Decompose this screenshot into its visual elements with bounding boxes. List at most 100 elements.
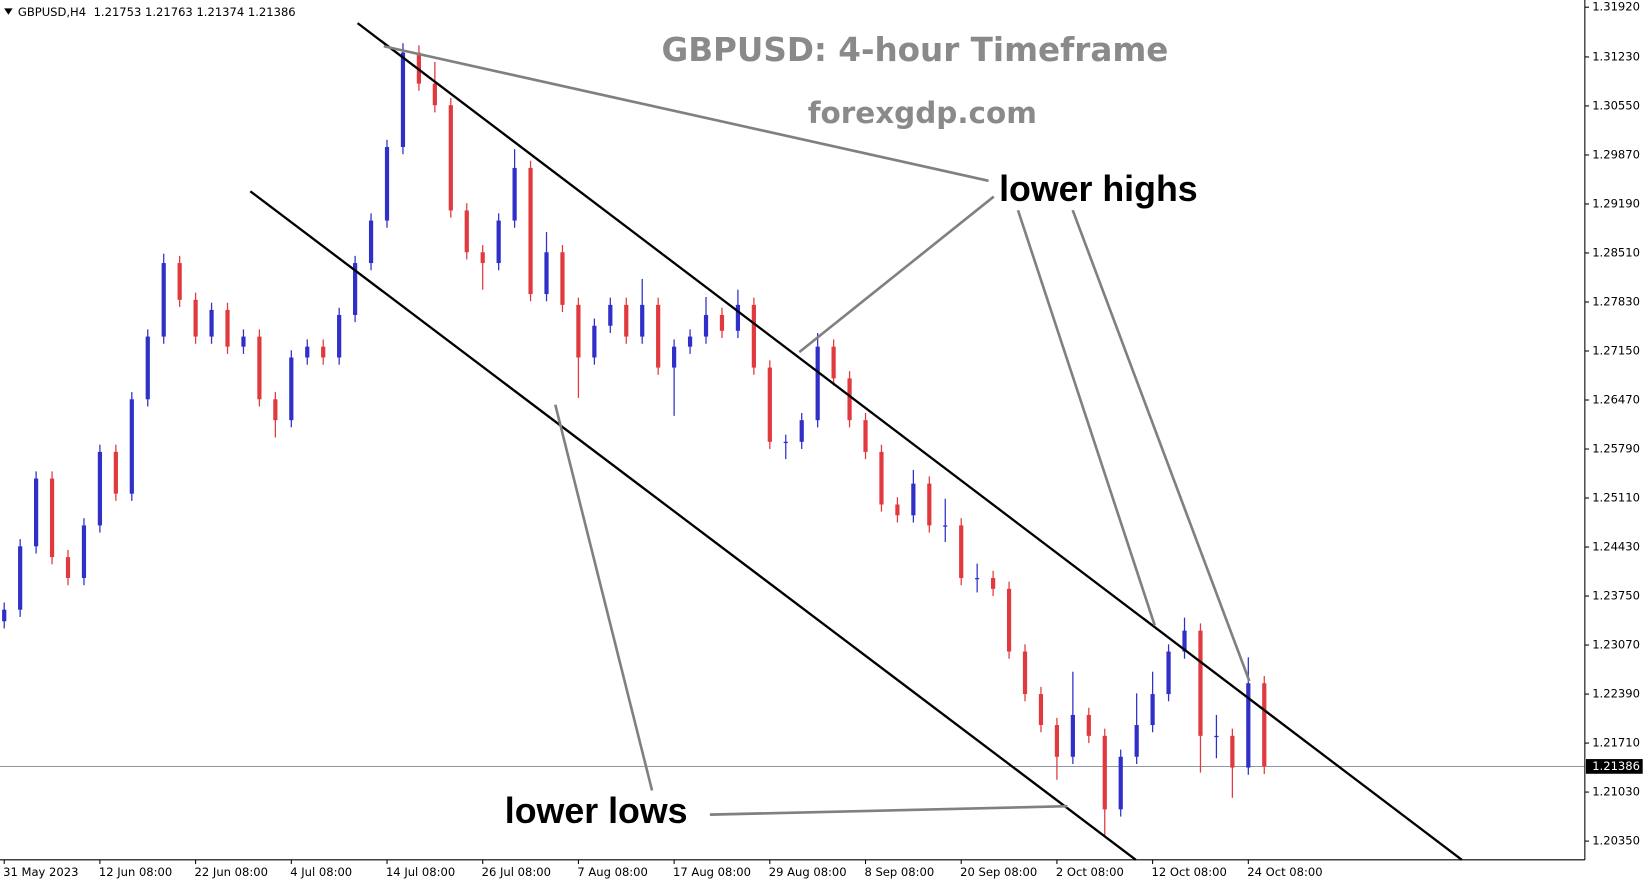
drawings (249, 22, 1463, 861)
chart-title: GBPUSD: 4-hour Timeframe (661, 31, 1168, 69)
menu-triangle (4, 8, 13, 15)
candle-body (815, 346, 820, 421)
candle-body (161, 263, 166, 337)
channel-upper (356, 22, 1463, 861)
x-tick-label: 26 Jul 08:00 (482, 865, 551, 879)
candle-body (1198, 630, 1203, 736)
candle-body (751, 304, 756, 368)
candle-body (49, 478, 55, 558)
candle-body (113, 451, 118, 494)
annotation: lower lows (505, 791, 688, 831)
y-tick-label: 1.21030 (1592, 785, 1640, 799)
candle-body (1230, 735, 1235, 768)
candle-body (129, 399, 134, 494)
candle-body (81, 525, 87, 579)
candle-body (97, 451, 103, 526)
candle-body (34, 478, 39, 547)
pointer-line (709, 804, 1068, 816)
candle-body (65, 557, 71, 579)
candle-body (512, 167, 517, 221)
candle-body (799, 420, 804, 442)
candle-body (241, 336, 246, 347)
candle-body (225, 309, 230, 347)
candle-body (767, 367, 772, 442)
candle-body (576, 304, 581, 358)
candle-body (687, 336, 693, 347)
candle-body (1086, 714, 1091, 736)
y-tick-label: 1.24430 (1592, 540, 1640, 554)
candle-body (1246, 683, 1251, 768)
y-tick-label: 1.22390 (1592, 687, 1640, 701)
candle-body (1134, 725, 1139, 757)
candle-body (911, 483, 916, 516)
candle-body (464, 210, 469, 253)
candle-body (656, 304, 661, 368)
candle-body (703, 314, 709, 337)
quote: 1.21753 1.21763 1.21374 1.21386 (94, 5, 296, 19)
candle-body (544, 252, 549, 295)
candle-body (400, 52, 406, 148)
candle-body (608, 304, 613, 326)
candle-body (177, 263, 182, 300)
candle-body (432, 83, 437, 106)
x-tick-label: 7 Aug 08:00 (577, 865, 648, 879)
y-tick-label: 1.31230 (1592, 49, 1640, 63)
x-tick-label: 22 Jun 08:00 (195, 865, 268, 879)
candle-body (672, 346, 677, 368)
y-tick-label: 1.23750 (1592, 589, 1640, 603)
candle-body (416, 52, 422, 84)
candle-body (927, 483, 932, 526)
symbol: GBPUSD,H4 (18, 5, 86, 19)
x-tick-label: 29 Aug 08:00 (769, 865, 847, 879)
y-tick-label: 1.20350 (1592, 834, 1640, 848)
y-tick-label: 1.29870 (1592, 147, 1640, 161)
candle-body (528, 167, 533, 295)
y-tick-label: 1.30550 (1592, 98, 1640, 112)
candle-body (975, 578, 980, 580)
candle-body (273, 399, 278, 421)
candle-body (560, 252, 565, 305)
candle-body (384, 147, 390, 221)
candle-body (1150, 694, 1155, 726)
candle-body (1070, 714, 1075, 757)
y-tick-label: 1.27150 (1592, 343, 1640, 357)
candle-body (1102, 735, 1107, 810)
candle-body (895, 504, 900, 516)
candle-body (1182, 630, 1187, 652)
y-tick-label: 1.25790 (1592, 442, 1640, 456)
x-tick-label: 24 Oct 08:00 (1247, 865, 1322, 879)
candle-body (257, 336, 262, 400)
x-tick-label: 31 May 2023 (3, 865, 78, 879)
candle-body (2, 609, 7, 622)
pointer-line (798, 195, 995, 354)
pointer-line (1016, 209, 1156, 626)
y-tick-label: 1.21710 (1592, 736, 1640, 750)
candle-body (1038, 694, 1044, 726)
chart-subtitle: forexgdp.com (808, 96, 1037, 130)
candle-body (480, 252, 485, 264)
candle-body (1022, 651, 1028, 695)
candle-body (943, 525, 948, 527)
candle-body (624, 304, 629, 337)
candle-body (1006, 588, 1012, 652)
candle-body (783, 441, 788, 444)
candle-body (145, 336, 150, 400)
channel-lower (249, 190, 1137, 861)
candle-body (1166, 651, 1171, 695)
candle-body (1054, 725, 1060, 757)
candle-body (289, 357, 294, 421)
x-tick-label: 14 Jul 08:00 (386, 865, 455, 879)
candle-body (1214, 735, 1219, 738)
x-tick-label: 8 Sep 08:00 (864, 865, 934, 879)
candle-body (640, 304, 645, 337)
candle-body (735, 304, 741, 331)
candle-body (321, 346, 326, 358)
candle-body (719, 314, 725, 331)
candle-body (863, 420, 868, 452)
x-tick-label: 20 Sep 08:00 (960, 865, 1037, 879)
pointer-line (1071, 209, 1251, 682)
y-tick-label: 1.28510 (1592, 245, 1640, 259)
